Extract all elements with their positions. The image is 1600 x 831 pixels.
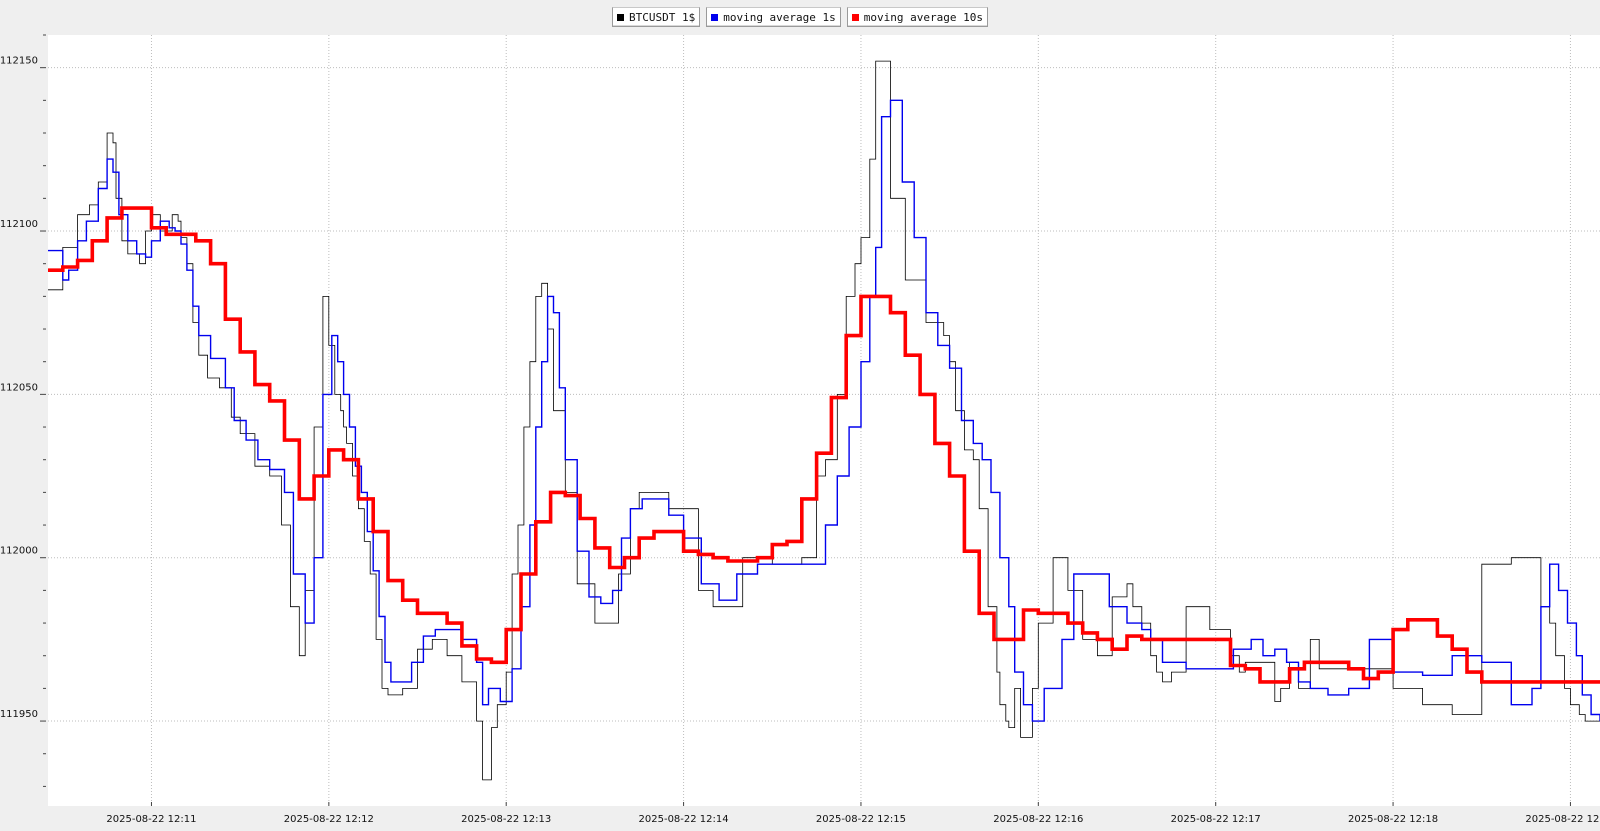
x-tick-label: 2025-08-22 12:15 <box>816 814 906 825</box>
x-tick-label: 2025-08-22 12:12 <box>284 814 374 825</box>
y-tick-label: 112000 <box>0 546 38 557</box>
x-tick-label: 2025-08-22 12:18 <box>1348 814 1438 825</box>
y-tick-label: 112050 <box>0 382 38 393</box>
legend-swatch-icon <box>616 13 624 21</box>
legend: BTCUSDT 1$ moving average 1s moving aver… <box>0 7 1600 27</box>
legend-item-ma-10s[interactable]: moving average 10s <box>846 7 989 27</box>
series-layer <box>48 60 1600 781</box>
y-tick-label: 112150 <box>0 56 38 67</box>
y-tick-label: 112100 <box>0 219 38 230</box>
x-tick-label: 2025-08-22 12:14 <box>639 814 729 825</box>
y-axis: 111950 112000 112050 112100 112150 <box>0 34 46 787</box>
legend-swatch-icon <box>851 13 859 21</box>
x-tick-label: 2025-08-22 12:19 <box>1525 814 1600 825</box>
legend-label: moving average 1s <box>723 10 836 24</box>
legend-item-ma-1s[interactable]: moving average 1s <box>706 7 841 27</box>
x-axis: 2025-08-22 12:11 2025-08-22 12:12 2025-08-… <box>106 802 1600 825</box>
y-tick-label: 111950 <box>0 709 38 720</box>
legend-label: BTCUSDT 1$ <box>628 10 696 24</box>
legend-label: moving average 10s <box>863 10 984 24</box>
plot-background <box>48 35 1600 806</box>
legend-swatch-icon <box>711 13 719 21</box>
x-tick-label: 2025-08-22 12:13 <box>461 814 551 825</box>
series-line-1 <box>48 99 1600 722</box>
series-line-2 <box>48 206 1600 684</box>
legend-item-btcusdt[interactable]: BTCUSDT 1$ <box>611 7 701 27</box>
x-tick-label: 2025-08-22 12:17 <box>1171 814 1261 825</box>
x-tick-label: 2025-08-22 12:16 <box>993 814 1083 825</box>
x-tick-label: 2025-08-22 12:11 <box>106 814 196 825</box>
